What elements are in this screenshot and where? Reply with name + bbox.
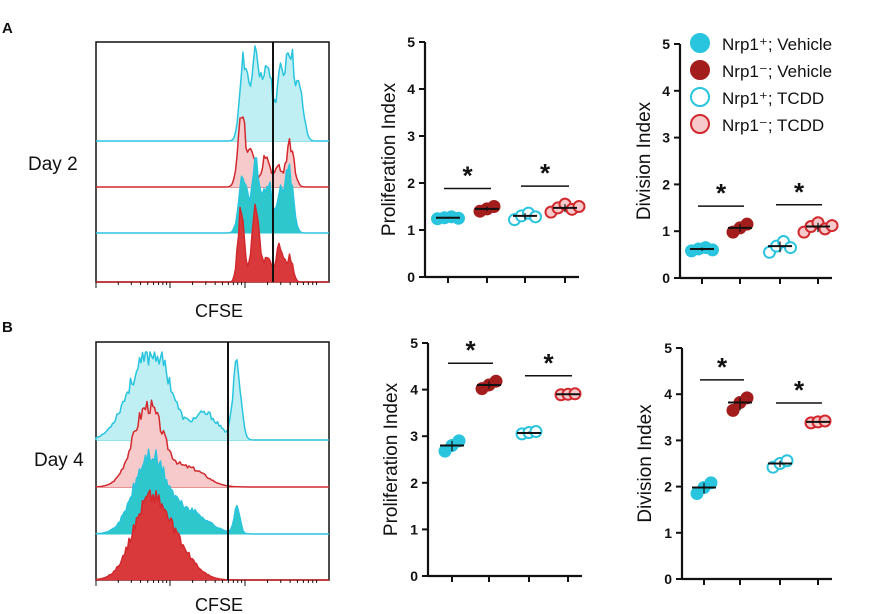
legend-marker-nrp1-neg-tcdd: [690, 114, 710, 134]
y-tick-label: 1: [407, 222, 415, 238]
legend-marker-nrp1-neg-vehicle: [690, 60, 710, 80]
y-tick-label: 0: [664, 571, 672, 587]
y-tick-label: 4: [662, 83, 670, 99]
y-axis-label: Proliferation Index: [379, 82, 400, 236]
histogram-panel-b: CFSE: [95, 341, 330, 614]
data-point: [780, 454, 794, 468]
y-tick-label: 1: [662, 223, 670, 239]
histogram-day4-nrp1-pos-vehicle: [95, 351, 330, 441]
y-tick-label: 3: [410, 428, 418, 444]
y-tick-label: 2: [410, 475, 418, 491]
legend-label: Nrp1⁻; Vehicle: [722, 62, 832, 81]
histogram-day2-nrp1-pos-tcdd: [96, 157, 330, 234]
data-point: [784, 241, 797, 255]
significance-star: *: [543, 348, 554, 378]
day-label-a: Day 2: [28, 154, 78, 175]
y-tick-label: 3: [662, 130, 670, 146]
y-tick-label: 0: [407, 269, 415, 285]
panel-label-b: B: [2, 319, 13, 336]
histogram-day2-nrp1-neg-vehicle: [96, 116, 330, 188]
histogram-panel-a: CFSE: [95, 41, 330, 321]
y-tick-label: 4: [664, 386, 672, 402]
y-tick-label: 3: [407, 128, 415, 144]
x-axis-label: CFSE: [195, 595, 243, 614]
cfse-axis-ticks: [95, 580, 318, 586]
data-point: [726, 403, 740, 417]
data-point: [529, 425, 543, 439]
legend-label: Nrp1⁻; TCDD: [722, 116, 824, 135]
y-tick-label: 5: [662, 36, 670, 52]
y-axis-label: Division Index: [635, 404, 656, 523]
legend: Nrp1⁺; Vehicle Nrp1⁻; Vehicle Nrp1⁺; TCD…: [690, 33, 832, 135]
cfse-axis-ticks: [95, 282, 318, 288]
significance-star: *: [717, 352, 728, 382]
y-tick-label: 0: [662, 270, 670, 286]
y-tick-label: 5: [407, 34, 415, 50]
histogram-day4-nrp1-neg-tcdd: [95, 489, 330, 581]
histogram-day2-nrp1-neg-tcdd: [96, 203, 330, 283]
x-axis-label: CFSE: [195, 301, 243, 321]
panel-label-a: A: [2, 20, 13, 37]
significance-star: *: [465, 335, 476, 365]
y-tick-label: 2: [407, 175, 415, 191]
y-tick-label: 5: [410, 335, 418, 351]
significance-star: *: [462, 161, 473, 191]
y-tick-label: 1: [410, 521, 418, 537]
scatter-plot-2: 0 1 2 3 4 5 Division Index * *: [634, 36, 839, 286]
legend-label: Nrp1⁺; Vehicle: [722, 35, 832, 54]
y-tick-label: 1: [664, 525, 672, 541]
scatter-plot-3: 0 1 2 3 4 5 Proliferation Index * *: [381, 335, 582, 584]
legend-label: Nrp1⁺; TCDD: [722, 89, 824, 108]
y-axis-label: Proliferation Index: [381, 382, 402, 536]
y-axis-label: Division Index: [634, 101, 655, 220]
legend-marker-nrp1-pos-tcdd: [690, 87, 710, 107]
significance-star: *: [794, 177, 805, 207]
data-point: [487, 200, 501, 213]
y-tick-label: 4: [407, 81, 415, 97]
significance-star: *: [540, 158, 551, 188]
day-label-b: Day 4: [34, 450, 84, 471]
y-tick-label: 3: [664, 432, 672, 448]
significance-star: *: [794, 375, 805, 405]
y-tick-label: 0: [410, 568, 418, 584]
y-tick-label: 2: [664, 479, 672, 495]
y-tick-label: 4: [410, 382, 418, 398]
data-point: [572, 200, 586, 213]
histogram-day2-nrp1-pos-vehicle: [96, 45, 330, 142]
scatter-plot-1: 0 1 2 3 4 5 Proliferation Index * *: [379, 34, 586, 285]
legend-marker-nrp1-pos-vehicle: [690, 33, 710, 53]
y-tick-label: 5: [664, 340, 672, 356]
scatter-plot-4: 0 1 2 3 4 5 Division Index * *: [635, 340, 832, 587]
y-tick-label: 2: [662, 176, 670, 192]
significance-star: *: [716, 178, 727, 208]
